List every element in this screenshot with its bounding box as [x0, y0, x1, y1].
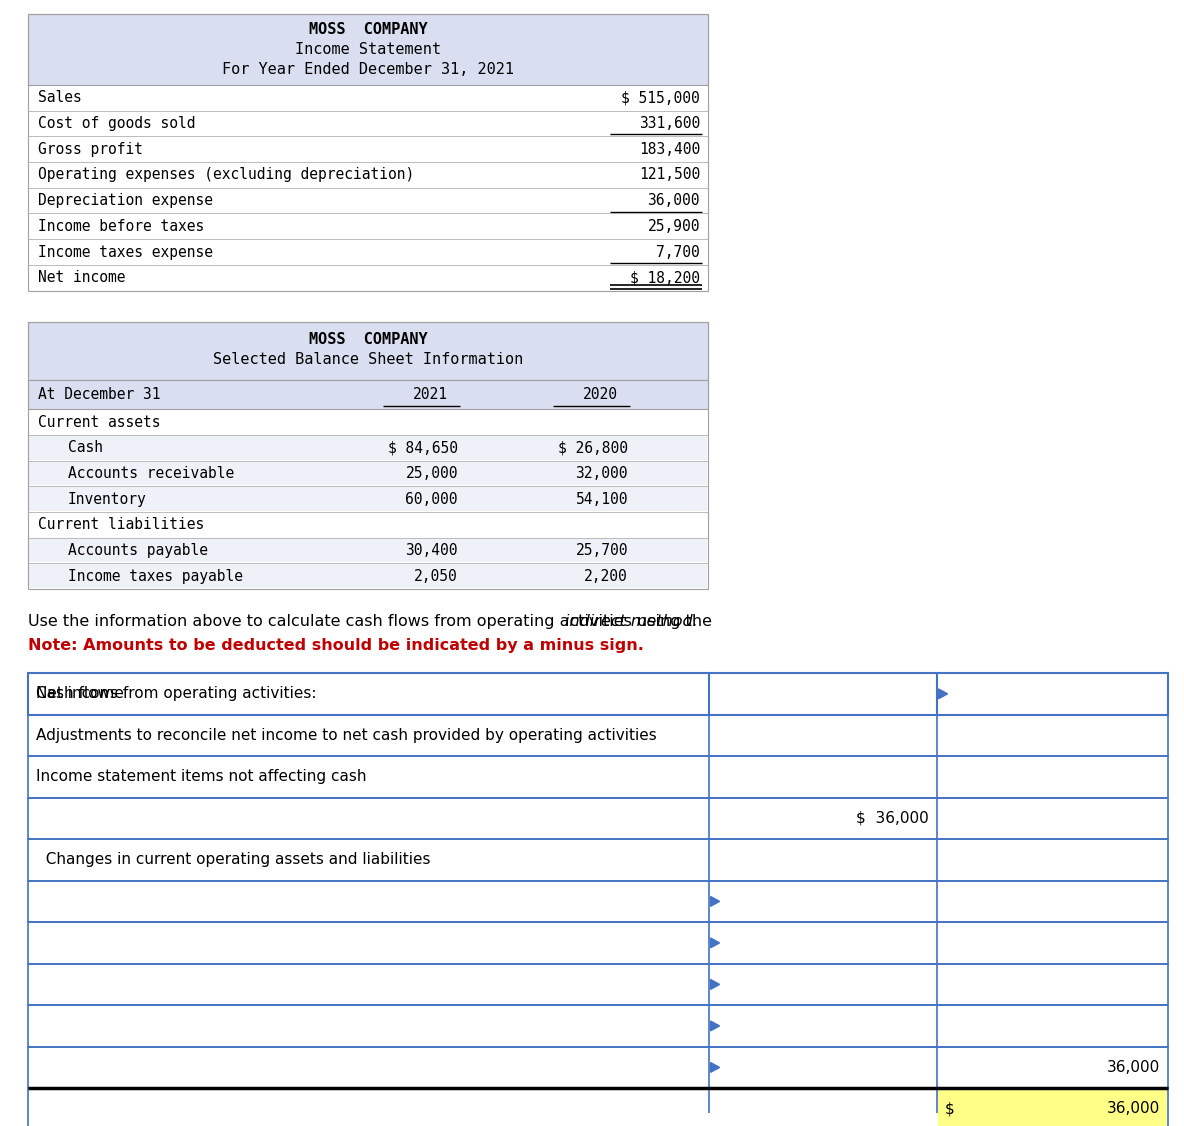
Text: Depreciation expense: Depreciation expense [38, 194, 213, 208]
Text: Accounts receivable: Accounts receivable [67, 466, 234, 481]
Text: Net income: Net income [36, 687, 124, 701]
Text: 121,500: 121,500 [638, 168, 700, 182]
Text: 25,900: 25,900 [648, 218, 700, 234]
Text: Adjustments to reconcile net income to net cash provided by operating activities: Adjustments to reconcile net income to n… [36, 727, 657, 743]
Bar [28, 322, 708, 589]
Bar [28, 881, 1167, 922]
Bar [28, 715, 1167, 756]
Polygon shape [710, 1021, 720, 1030]
Text: Income before taxes: Income before taxes [38, 218, 205, 234]
Text: Sales: Sales [38, 90, 82, 106]
Polygon shape [710, 896, 720, 906]
Bar [28, 756, 1167, 797]
Text: 25,000: 25,000 [405, 466, 458, 481]
Text: Use the information above to calculate cash flows from operating activities usin: Use the information above to calculate c… [28, 614, 718, 628]
Bar [28, 964, 1167, 1006]
Bar [28, 1047, 1167, 1088]
Bar [28, 538, 707, 562]
Text: Inventory: Inventory [67, 492, 147, 507]
Bar [28, 14, 708, 291]
Bar [28, 322, 708, 379]
Text: 32,000: 32,000 [575, 466, 628, 481]
Text: At December 31: At December 31 [38, 387, 161, 402]
Text: 25,700: 25,700 [575, 543, 628, 558]
Text: Gross profit: Gross profit [38, 142, 143, 157]
Text: 2,200: 2,200 [584, 569, 628, 583]
Bar [28, 673, 1167, 715]
Text: Accounts payable: Accounts payable [67, 543, 208, 558]
Text: 30,400: 30,400 [405, 543, 458, 558]
Text: indirect method.: indirect method. [566, 614, 699, 628]
Bar [28, 564, 707, 588]
Bar [938, 1089, 1167, 1126]
Text: Operating expenses (excluding depreciation): Operating expenses (excluding depreciati… [38, 168, 414, 182]
Polygon shape [710, 980, 720, 990]
Text: Current assets: Current assets [38, 414, 161, 429]
Text: Income statement items not affecting cash: Income statement items not affecting cas… [36, 769, 367, 785]
Text: $ 515,000: $ 515,000 [622, 90, 700, 106]
Bar [28, 1006, 1167, 1047]
Text: Income taxes payable: Income taxes payable [67, 569, 243, 583]
Text: $ 18,200: $ 18,200 [630, 270, 700, 285]
Text: 331,600: 331,600 [638, 116, 700, 131]
Text: For Year Ended December 31, 2021: For Year Ended December 31, 2021 [221, 62, 514, 77]
Text: $ 84,650: $ 84,650 [388, 440, 458, 455]
Text: 2021: 2021 [413, 387, 448, 402]
Text: 36,000: 36,000 [1107, 1060, 1160, 1075]
Bar [28, 462, 707, 485]
Bar [28, 922, 1167, 964]
Text: MOSS  COMPANY: MOSS COMPANY [309, 331, 427, 347]
Text: Net income: Net income [38, 270, 126, 285]
Text: Income taxes expense: Income taxes expense [38, 244, 213, 259]
Bar [28, 14, 708, 84]
Text: $ 26,800: $ 26,800 [558, 440, 628, 455]
Bar [28, 797, 1167, 839]
Bar [28, 379, 708, 409]
Text: Cash flows from operating activities:: Cash flows from operating activities: [36, 687, 316, 701]
Text: 60,000: 60,000 [405, 492, 458, 507]
Polygon shape [710, 1063, 720, 1072]
Text: MOSS  COMPANY: MOSS COMPANY [309, 23, 427, 37]
Bar [28, 488, 707, 511]
Polygon shape [939, 689, 947, 699]
Text: 36,000: 36,000 [1107, 1101, 1160, 1117]
Bar [28, 839, 1167, 881]
Text: Selected Balance Sheet Information: Selected Balance Sheet Information [213, 352, 523, 367]
Text: Changes in current operating assets and liabilities: Changes in current operating assets and … [36, 852, 431, 867]
Bar [28, 1088, 1167, 1126]
Text: 183,400: 183,400 [638, 142, 700, 157]
Text: 2,050: 2,050 [414, 569, 458, 583]
Text: 36,000: 36,000 [648, 194, 700, 208]
Text: Note: Amounts to be deducted should be indicated by a minus sign.: Note: Amounts to be deducted should be i… [28, 638, 644, 653]
Text: 54,100: 54,100 [575, 492, 628, 507]
Polygon shape [710, 938, 720, 948]
Text: $: $ [945, 1101, 954, 1117]
Text: $  36,000: $ 36,000 [856, 811, 928, 825]
Text: Cash: Cash [67, 440, 103, 455]
Text: 7,700: 7,700 [656, 244, 700, 259]
Text: Current liabilities: Current liabilities [38, 517, 205, 533]
Text: Cost of goods sold: Cost of goods sold [38, 116, 195, 131]
Text: 2020: 2020 [583, 387, 618, 402]
Text: Income Statement: Income Statement [295, 42, 440, 57]
Bar [28, 436, 707, 459]
Bar [28, 673, 1167, 715]
